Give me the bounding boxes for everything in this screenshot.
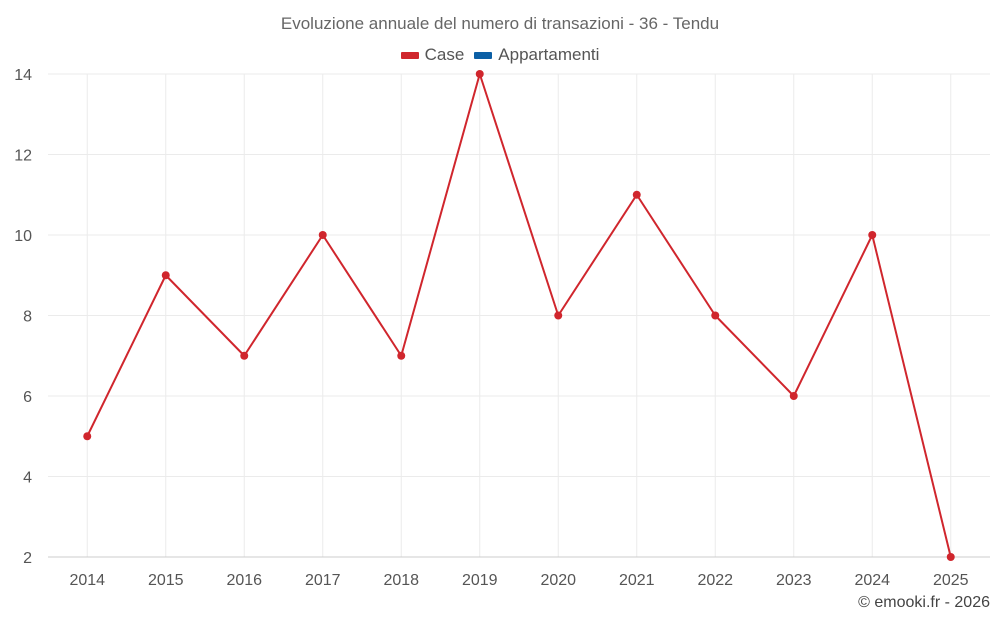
- series-lines: [86, 73, 952, 558]
- series-line-case: [86, 73, 952, 558]
- x-tick-label: 2016: [226, 572, 262, 589]
- chart-title: Evoluzione annuale del numero di transaz…: [280, 14, 720, 33]
- legend-swatch-case: [400, 51, 419, 59]
- y-tick-label: 12: [14, 148, 32, 165]
- y-tick-label: 6: [23, 389, 32, 406]
- data-point[interactable]: [711, 311, 720, 320]
- data-point[interactable]: [318, 231, 327, 239]
- data-point[interactable]: [554, 311, 563, 320]
- legend-label-case: Case: [424, 45, 465, 64]
- y-tick-label: 4: [23, 470, 32, 487]
- x-tick-label: 2022: [697, 572, 733, 589]
- data-point[interactable]: [240, 351, 249, 360]
- x-tick-label: 2023: [776, 572, 812, 589]
- series-points: [83, 70, 955, 561]
- x-tick-label: 2025: [933, 572, 969, 589]
- legend-label-appartamenti: Appartamenti: [498, 45, 600, 64]
- data-point[interactable]: [946, 553, 955, 561]
- x-tick-label: 2015: [148, 572, 184, 589]
- chart-legend: Case Appartamenti: [0, 45, 1000, 65]
- x-tick-label: 2017: [305, 572, 341, 589]
- data-point[interactable]: [83, 432, 92, 441]
- x-tick-label: 2020: [540, 572, 576, 589]
- y-tick-label: 2: [23, 550, 32, 567]
- data-point[interactable]: [475, 70, 484, 78]
- x-tick-label: 2018: [383, 572, 419, 589]
- legend-swatch-appartamenti: [474, 51, 493, 59]
- y-tick-label: 10: [14, 228, 32, 245]
- data-point[interactable]: [632, 190, 641, 199]
- data-point[interactable]: [868, 231, 877, 239]
- y-tick-label: 14: [14, 67, 32, 84]
- x-tick-label: 2024: [854, 572, 890, 589]
- data-point[interactable]: [789, 392, 798, 400]
- tick-labels: 2 4 6 8 10 12 14 2014 2015 2016 2017 2018 2019 2020 20…: [14, 67, 968, 589]
- x-tick-label: 2019: [462, 572, 498, 589]
- legend-item-case[interactable]: Case: [400, 45, 465, 65]
- data-point[interactable]: [397, 351, 406, 360]
- y-tick-label: 8: [23, 309, 32, 326]
- x-tick-label: 2014: [69, 572, 105, 589]
- x-tick-label: 2021: [619, 572, 655, 589]
- legend-item-appartamenti[interactable]: Appartamenti: [474, 45, 599, 65]
- chart-grid: [48, 73, 990, 558]
- data-point[interactable]: [161, 271, 170, 280]
- credit-text: © emooki.fr - 2026: [858, 594, 990, 611]
